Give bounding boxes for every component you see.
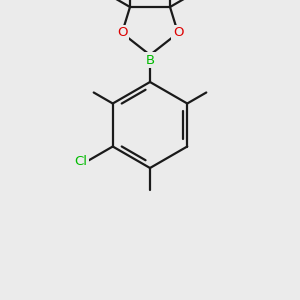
Text: O: O [173,26,183,40]
Text: B: B [146,53,154,67]
Text: O: O [117,26,127,40]
Text: Cl: Cl [74,155,87,168]
